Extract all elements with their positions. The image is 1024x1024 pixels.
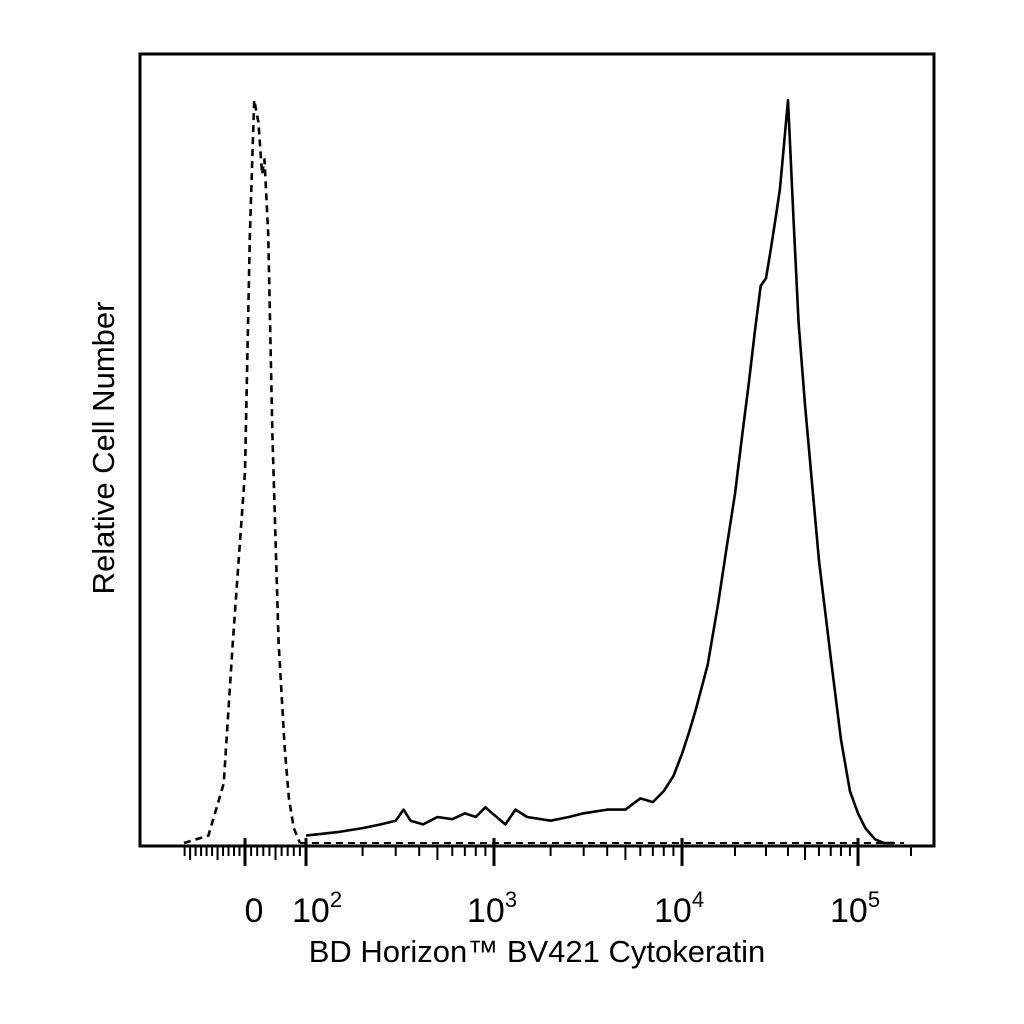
x-tick-label-0: 0 bbox=[245, 892, 264, 930]
plot-frame bbox=[138, 52, 936, 848]
x-tick-label-100: 102 bbox=[292, 887, 342, 930]
series-layer bbox=[183, 98, 904, 845]
x-tick-label-100000: 105 bbox=[830, 887, 880, 930]
x-tick-label-10000: 104 bbox=[654, 887, 704, 930]
x-axis-title: BD Horizon™ BV421 Cytokeratin bbox=[309, 934, 766, 969]
histogram-series-dashed bbox=[183, 98, 302, 845]
x-axis-minor-ticks bbox=[183, 846, 912, 860]
x-tick-label-1000: 103 bbox=[467, 887, 517, 930]
histogram-series-solid bbox=[305, 98, 894, 845]
y-axis-title: Relative Cell Number bbox=[86, 302, 121, 595]
